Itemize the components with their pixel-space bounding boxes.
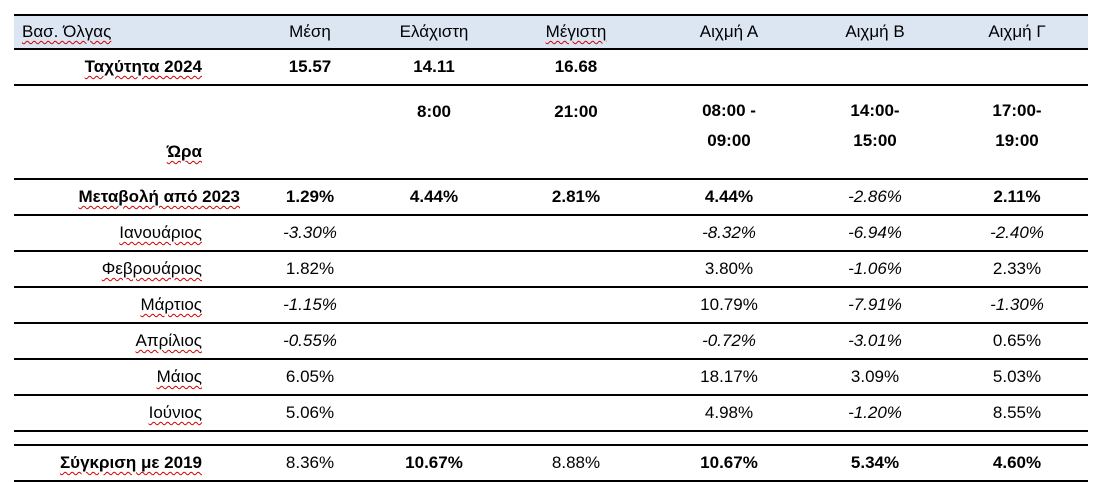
month-mean: 1.82%	[250, 251, 370, 288]
change-min: 4.44%	[370, 179, 498, 216]
compare-min: 10.67%	[370, 445, 498, 482]
change-peak-a: 4.44%	[654, 179, 804, 216]
month-mean: -0.55%	[250, 323, 370, 360]
month-row: Ιούνιος 5.06% 4.98% -1.20% 8.55%	[14, 395, 1088, 432]
header-row: Βασ. Όλγας Μέση Ελάχιστη Μέγιστη Αιχμή Α…	[14, 14, 1088, 50]
time-peak-b: 14:00- 15:00	[850, 101, 900, 150]
time-max: 21:00	[554, 102, 598, 121]
month-peak-a: -0.72%	[654, 323, 804, 360]
time-peak-c: 17:00- 19:00	[992, 101, 1042, 150]
month-row: Απρίλιος -0.55% -0.72% -3.01% 0.65%	[14, 323, 1088, 360]
month-peak-c: 5.03%	[946, 359, 1088, 396]
month-peak-b: -1.06%	[804, 251, 946, 288]
compare-peak-a: 10.67%	[654, 445, 804, 482]
speed-table: Βασ. Όλγας Μέση Ελάχιστη Μέγιστη Αιχμή Α…	[14, 14, 1088, 482]
month-mean: 6.05%	[250, 359, 370, 396]
month-mean: -3.30%	[250, 215, 370, 252]
header-max: Μέγιστη	[498, 14, 654, 50]
time-label: Ώρα	[166, 142, 202, 161]
month-peak-a: -8.32%	[654, 215, 804, 252]
spacer-row	[14, 166, 1088, 180]
speed-mean: 15.57	[250, 49, 370, 86]
month-peak-a: 3.80%	[654, 251, 804, 288]
month-peak-b: -1.20%	[804, 395, 946, 432]
speed-row: Ταχύτητα 2024 15.57 14.11 16.68	[14, 49, 1088, 86]
speed-label: Ταχύτητα 2024	[14, 49, 250, 86]
month-peak-b: -6.94%	[804, 215, 946, 252]
compare-row: Σύγκριση με 2019 8.36% 10.67% 8.88% 10.6…	[14, 445, 1088, 482]
month-peak-a: 18.17%	[654, 359, 804, 396]
change-label: Μεταβολή από 2023	[14, 179, 250, 216]
month-peak-c: -2.40%	[946, 215, 1088, 252]
month-label: Ιούνιος	[14, 395, 250, 432]
month-mean: 5.06%	[250, 395, 370, 432]
change-max: 2.81%	[498, 179, 654, 216]
month-peak-b: -7.91%	[804, 287, 946, 324]
header-min: Ελάχιστη	[370, 14, 498, 50]
speed-max: 16.68	[498, 49, 654, 86]
change-peak-b: -2.86%	[804, 179, 946, 216]
speed-min: 14.11	[370, 49, 498, 86]
time-min: 8:00	[416, 102, 452, 121]
header-peak-c: Αιχμή Γ	[946, 14, 1088, 50]
compare-peak-b: 5.34%	[804, 445, 946, 482]
month-peak-b: -3.01%	[804, 323, 946, 360]
spacer-row	[14, 431, 1088, 446]
header-peak-a: Αιχμή Α	[654, 14, 804, 50]
month-peak-a: 4.98%	[654, 395, 804, 432]
month-row: Μάιος 6.05% 18.17% 3.09% 5.03%	[14, 359, 1088, 396]
month-peak-b: 3.09%	[804, 359, 946, 396]
month-label: Μάιος	[14, 359, 250, 396]
change-row: Μεταβολή από 2023 1.29% 4.44% 2.81% 4.44…	[14, 179, 1088, 216]
month-label: Ιανουάριος	[14, 215, 250, 252]
month-row: Ιανουάριος -3.30% -8.32% -6.94% -2.40%	[14, 215, 1088, 252]
month-mean: -1.15%	[250, 287, 370, 324]
page: Βασ. Όλγας Μέση Ελάχιστη Μέγιστη Αιχμή Α…	[14, 14, 1088, 482]
compare-label: Σύγκριση με 2019	[14, 445, 250, 482]
month-peak-c: -1.30%	[946, 287, 1088, 324]
month-peak-c: 8.55%	[946, 395, 1088, 432]
month-peak-c: 0.65%	[946, 323, 1088, 360]
change-peak-c: 2.11%	[946, 179, 1088, 216]
change-mean: 1.29%	[250, 179, 370, 216]
month-peak-a: 10.79%	[654, 287, 804, 324]
month-label: Απρίλιος	[14, 323, 250, 360]
compare-peak-c: 4.60%	[946, 445, 1088, 482]
month-row: Μάρτιος -1.15% 10.79% -7.91% -1.30%	[14, 287, 1088, 324]
compare-max: 8.88%	[498, 445, 654, 482]
header-street: Βασ. Όλγας	[14, 14, 250, 50]
time-row: Ώρα 8:00 21:00 08:00 -09:00 14:00- 15:00 …	[14, 85, 1088, 166]
month-label: Μάρτιος	[14, 287, 250, 324]
month-peak-c: 2.33%	[946, 251, 1088, 288]
header-mean: Μέση	[250, 14, 370, 50]
compare-mean: 8.36%	[250, 445, 370, 482]
time-peak-a: 08:00 -09:00	[702, 101, 756, 150]
month-row: Φεβρουάριος 1.82% 3.80% -1.06% 2.33%	[14, 251, 1088, 288]
header-peak-b: Αιχμή Β	[804, 14, 946, 50]
month-label: Φεβρουάριος	[14, 251, 250, 288]
